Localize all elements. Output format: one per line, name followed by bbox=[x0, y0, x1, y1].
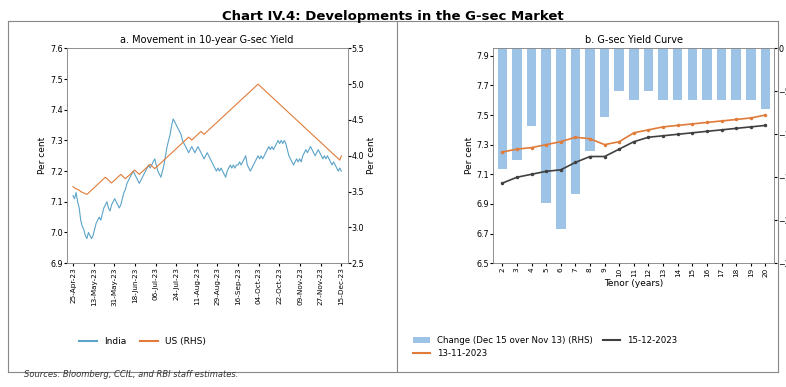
Bar bbox=[498, 48, 507, 169]
X-axis label: Tenor (years): Tenor (years) bbox=[604, 279, 663, 288]
Title: b. G-sec Yield Curve: b. G-sec Yield Curve bbox=[585, 35, 683, 45]
Bar bbox=[615, 48, 624, 91]
Bar bbox=[542, 48, 551, 203]
Legend: Change (Dec 15 over Nov 13) (RHS), 13-11-2023, 15-12-2023: Change (Dec 15 over Nov 13) (RHS), 13-11… bbox=[409, 332, 681, 361]
Bar bbox=[761, 48, 770, 108]
Bar bbox=[629, 48, 638, 100]
Bar bbox=[659, 48, 668, 100]
Bar bbox=[556, 48, 565, 229]
Text: Sources: Bloomberg, CCIL, and RBI staff estimates.: Sources: Bloomberg, CCIL, and RBI staff … bbox=[24, 370, 238, 379]
Bar bbox=[702, 48, 711, 100]
Bar bbox=[717, 48, 726, 100]
Text: Chart IV.4: Developments in the G-sec Market: Chart IV.4: Developments in the G-sec Ma… bbox=[222, 10, 564, 23]
Bar bbox=[644, 48, 653, 91]
Bar bbox=[586, 48, 595, 151]
Y-axis label: Per cent: Per cent bbox=[465, 137, 474, 175]
Bar bbox=[746, 48, 755, 100]
Bar bbox=[673, 48, 682, 100]
Bar bbox=[688, 48, 697, 100]
Bar bbox=[571, 48, 580, 194]
Y-axis label: Per cent: Per cent bbox=[38, 137, 47, 175]
Legend: India, US (RHS): India, US (RHS) bbox=[75, 333, 210, 349]
Bar bbox=[732, 48, 741, 100]
Bar bbox=[527, 48, 536, 126]
Bar bbox=[512, 48, 522, 160]
Title: a. Movement in 10-year G-sec Yield: a. Movement in 10-year G-sec Yield bbox=[120, 35, 294, 45]
Y-axis label: Per cent: Per cent bbox=[367, 137, 376, 175]
Bar bbox=[600, 48, 609, 117]
